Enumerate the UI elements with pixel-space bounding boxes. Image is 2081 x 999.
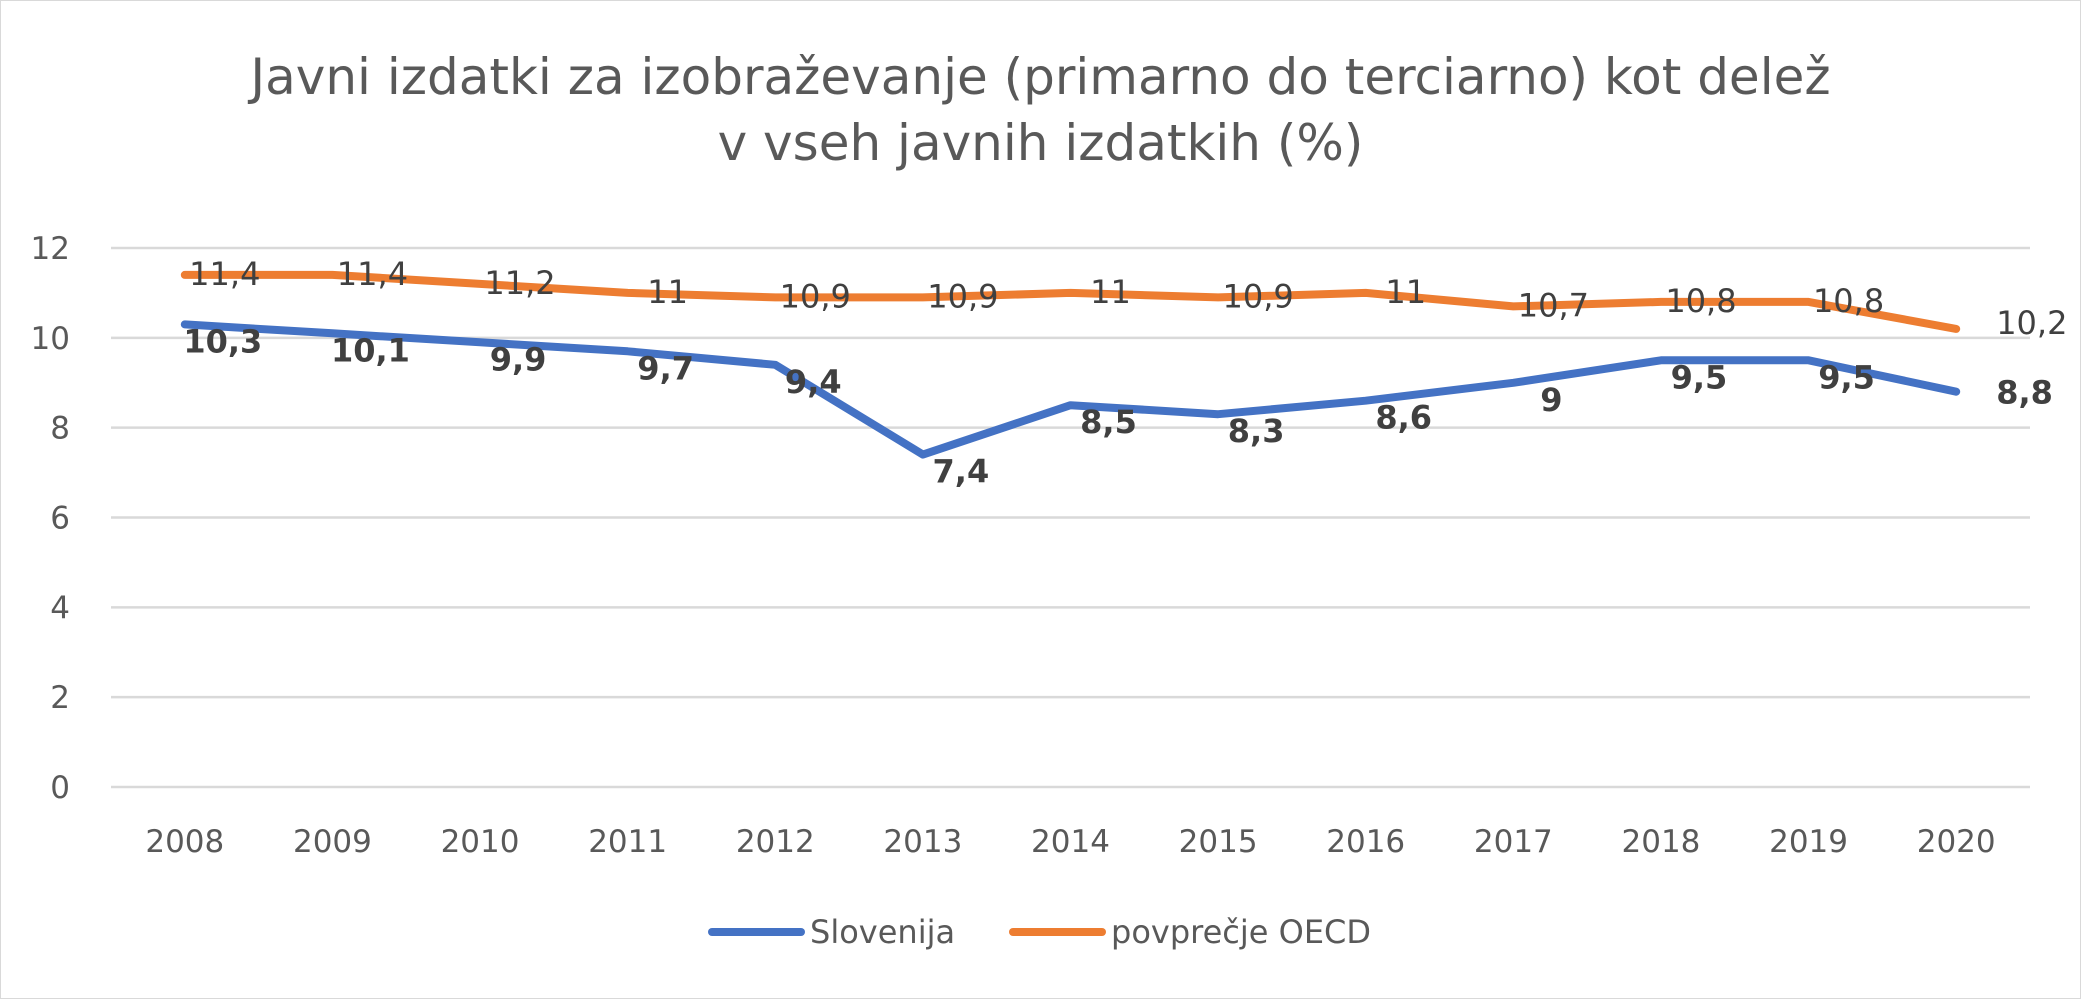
data-labels: 10,3 10,1 9,9 9,7 9,4 7,4 8,5 8,3 8,6 9 9,5 9,5 8,8 1… bbox=[183, 255, 2067, 491]
data-label-slovenija: 9,7 bbox=[637, 349, 694, 387]
series-line-oecd bbox=[180, 270, 1961, 333]
data-label-slovenija: 9,4 bbox=[785, 363, 842, 401]
data-label-oecd: 11 bbox=[1090, 273, 1131, 311]
x-tick-label: 2016 bbox=[1326, 824, 1405, 860]
data-label-slovenija: 9 bbox=[1540, 381, 1562, 419]
legend: Slovenija povprečje OECD bbox=[708, 913, 1371, 951]
y-tick-label: 0 bbox=[50, 770, 70, 806]
x-tick-label: 2008 bbox=[145, 824, 224, 860]
data-label-oecd: 10,9 bbox=[927, 277, 998, 315]
x-tick-label: 2015 bbox=[1179, 824, 1258, 860]
x-tick-label: 2017 bbox=[1474, 824, 1553, 860]
series-lines bbox=[180, 270, 1961, 459]
y-tick-label: 6 bbox=[50, 501, 70, 537]
y-tick-label: 10 bbox=[31, 321, 70, 357]
y-tick-label: 12 bbox=[31, 231, 70, 267]
data-label-oecd: 10,9 bbox=[780, 277, 851, 315]
chart-title-line-2: v vseh javnih izdatkih (%) bbox=[717, 114, 1364, 172]
data-label-slovenija: 8,6 bbox=[1375, 399, 1432, 437]
data-label-slovenija: 10,3 bbox=[183, 322, 262, 360]
data-label-slovenija: 9,5 bbox=[1671, 358, 1728, 396]
y-tick-label: 8 bbox=[50, 411, 70, 447]
data-label-slovenija: 9,5 bbox=[1818, 358, 1875, 396]
data-label-oecd: 11 bbox=[1385, 273, 1426, 311]
legend-label-slovenija: Slovenija bbox=[810, 913, 955, 951]
data-label-oecd: 11 bbox=[647, 273, 688, 311]
data-label-oecd: 11,2 bbox=[484, 264, 555, 302]
x-tick-label: 2012 bbox=[736, 824, 815, 860]
data-label-oecd: 10,8 bbox=[1665, 282, 1736, 320]
x-tick-label: 2011 bbox=[588, 824, 667, 860]
data-label-oecd: 10,7 bbox=[1518, 286, 1589, 324]
x-axis-ticks: 2008 2009 2010 2011 2012 2013 2014 2015 2016 2017… bbox=[145, 824, 1995, 860]
data-label-oecd: 11,4 bbox=[337, 255, 408, 293]
data-label-slovenija: 8,5 bbox=[1080, 403, 1137, 441]
chart-title: Javni izdatki za izobraževanje (primarno… bbox=[0, 44, 2081, 176]
x-tick-label: 2020 bbox=[1917, 824, 1996, 860]
gridlines bbox=[111, 246, 2030, 789]
series-line-slovenija bbox=[180, 320, 1961, 459]
x-tick-label: 2014 bbox=[1031, 824, 1110, 860]
data-label-oecd: 11,4 bbox=[189, 255, 260, 293]
data-label-slovenija: 9,9 bbox=[490, 340, 547, 378]
data-label-slovenija: 7,4 bbox=[933, 453, 990, 491]
chart-title-line-1: Javni izdatki za izobraževanje (primarno… bbox=[250, 48, 1831, 106]
y-axis-ticks: 0 2 4 6 8 10 12 bbox=[31, 231, 70, 806]
y-tick-label: 4 bbox=[50, 590, 70, 626]
legend-label-oecd: povprečje OECD bbox=[1111, 913, 1371, 951]
data-label-slovenija: 10,1 bbox=[331, 331, 410, 369]
x-tick-label: 2019 bbox=[1769, 824, 1848, 860]
data-label-slovenija: 8,3 bbox=[1228, 412, 1285, 450]
x-tick-label: 2018 bbox=[1622, 824, 1701, 860]
x-tick-label: 2010 bbox=[441, 824, 520, 860]
y-tick-label: 2 bbox=[50, 680, 70, 716]
data-label-slovenija: 8,8 bbox=[1996, 374, 2053, 412]
data-label-oecd: 10,2 bbox=[1996, 304, 2067, 342]
data-label-oecd: 10,8 bbox=[1813, 282, 1884, 320]
x-tick-label: 2013 bbox=[883, 824, 962, 860]
data-label-oecd: 10,9 bbox=[1222, 277, 1293, 315]
x-tick-label: 2009 bbox=[293, 824, 372, 860]
